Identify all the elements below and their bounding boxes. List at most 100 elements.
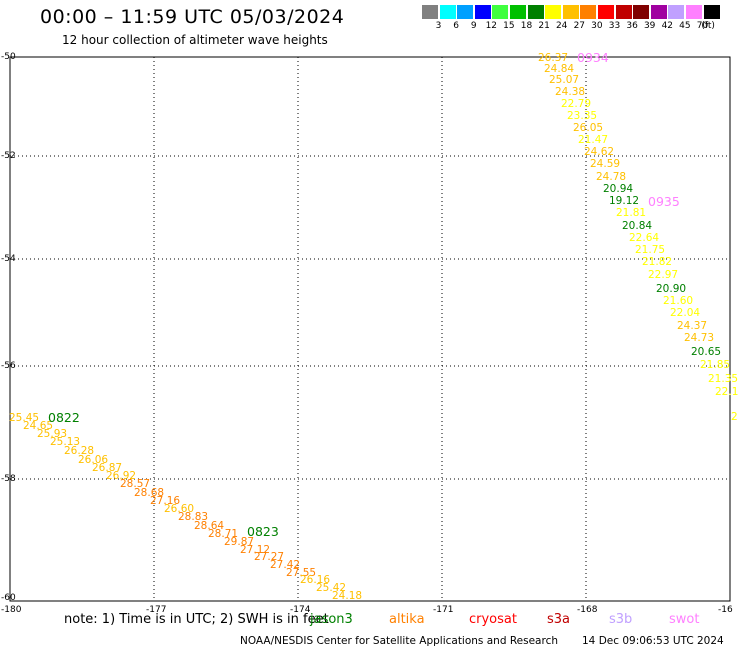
wave-height-value: 20.84 [622,220,652,232]
longitude-label: -174 [290,605,311,615]
longitude-label: -180 [1,605,22,615]
satellite-name: s3b [609,612,633,627]
legend-swatch [439,5,457,19]
legend-label: 21 [538,21,550,31]
wave-height-value: 24.59 [590,158,620,170]
wave-height-value: 22.79 [561,98,591,110]
legend-swatch [474,5,492,19]
latitude-label: -50 [1,52,16,62]
wave-height-value: 24.62 [584,146,614,158]
wave-height-value: 26.37 [538,52,568,64]
legend-label: 6 [453,21,459,31]
pass-time-label: 0935 [648,194,680,209]
wave-height-value: 20.65 [691,346,721,358]
satellite-name: swot [669,612,700,627]
wave-height-value: 26.87 [92,462,122,474]
map-subtitle: 12 hour collection of altimeter wave hei… [62,33,328,47]
legend-swatch [668,5,686,19]
wave-height-value: 26.06 [78,454,108,466]
legend-label: 24 [555,21,568,31]
latitude-label: -54 [1,254,16,264]
wave-height-value: 26.92 [106,470,136,482]
wave-height-value: 27.42 [270,559,300,571]
wave-height-value: 24.65 [23,420,53,432]
wave-height-value: 26.28 [64,445,94,457]
wave-height-value: 20.94 [603,183,633,195]
wave-height-value: 26.05 [573,122,603,134]
wave-height-value: 25.07 [549,74,579,86]
wave-height-value: 27.55 [286,567,316,579]
legend-label: 33 [608,21,621,31]
longitude-label: -16 [718,605,733,615]
wave-height-value: 21.81 [616,207,646,219]
longitude-label: -168 [577,605,598,615]
wave-height-value: 28.71 [208,528,238,540]
legend-label: 9 [470,21,477,31]
longitude-label: -177 [146,605,166,615]
pass-time-labels: 0934 0935 0822 0823 [48,50,680,539]
map-frame [9,56,731,602]
latitude-label: -52 [1,151,16,161]
legend-swatch [457,5,475,19]
satellite-name: cryosat [469,612,517,627]
map-grid [10,57,730,601]
legend-unit: (ft) [701,21,715,31]
wave-height-value: 28.64 [194,520,224,532]
wave-height-value: 27.12 [240,544,270,556]
wave-height-value: 25.13 [50,436,80,448]
wave-height-value: 21.47 [578,134,608,146]
wave-height-value: 22.04 [670,307,700,319]
satellite-name: jason3 [310,612,353,627]
wave-height-value: 26.16 [300,574,330,586]
credit-text: NOAA/NESDIS Center for Satellite Applica… [240,635,558,647]
legend-label: 30 [591,21,603,31]
wave-height-value: 28.68 [134,487,164,499]
wave-height-value: 23.35 [567,110,597,122]
wave-height-value: 24.84 [544,63,574,75]
satellite-name: altika [389,612,425,627]
wave-height-value: 22.97 [648,269,678,281]
longitude-label: -171 [433,605,453,615]
wave-height-value: 22.64 [629,232,659,244]
wave-height-value: 21.35 [708,373,738,385]
legend-label: 12 [485,21,498,31]
legend-swatch [650,5,668,19]
legend-label: 15 [503,21,515,31]
longitude-labels: -180 -177 -174 -171 -168 -16 [1,605,733,615]
wave-height-value: 28.83 [178,511,208,523]
map-title: 00:00 – 11:59 UTC 05/03/2024 [40,6,345,28]
legend-label: 42 [661,21,674,31]
legend-swatch [492,5,510,19]
wave-height-value: 22.1 [715,386,738,398]
legend-swatch [580,5,598,19]
legend-label: 45 [679,21,691,31]
wave-height-value: 28.57 [120,478,150,490]
wave-height-value: 24.38 [555,86,585,98]
generated-timestamp: 14 Dec 09:06:53 UTC 2024 [582,635,724,647]
wave-height-value: 25.93 [37,428,67,440]
wave-height-value: 24.37 [677,320,707,332]
latitude-label: -56 [1,361,16,371]
pass-time-label: 0822 [48,410,80,425]
legend-swatch [562,5,580,19]
legend-swatch [510,5,527,19]
wave-height-value: 29.87 [224,536,254,548]
legend-swatch [615,5,633,19]
wave-height-value: 27.27 [254,551,284,563]
legend-label: 3 [435,21,442,31]
wave-height-value: 21.60 [663,295,693,307]
wave-height-value: 2 [731,411,738,423]
latitude-label: -60 [1,593,16,603]
wave-height-value: 25.45 [9,412,39,424]
legend-swatch [686,5,703,19]
units-note: note: 1) Time is in UTC; 2) SWH is in fe… [64,612,329,627]
wave-height-value: 26.60 [164,503,194,515]
satellite-name: s3a [547,612,571,627]
legend-swatch [703,5,721,19]
altimeter-track-west: 25.4524.6525.9325.1326.2826.0626.8726.92… [9,412,362,602]
wave-height-value: 21.85 [700,359,730,371]
wave-height-value: 24.78 [596,171,626,183]
latitude-label: -58 [1,474,16,484]
legend-swatch [633,5,651,19]
